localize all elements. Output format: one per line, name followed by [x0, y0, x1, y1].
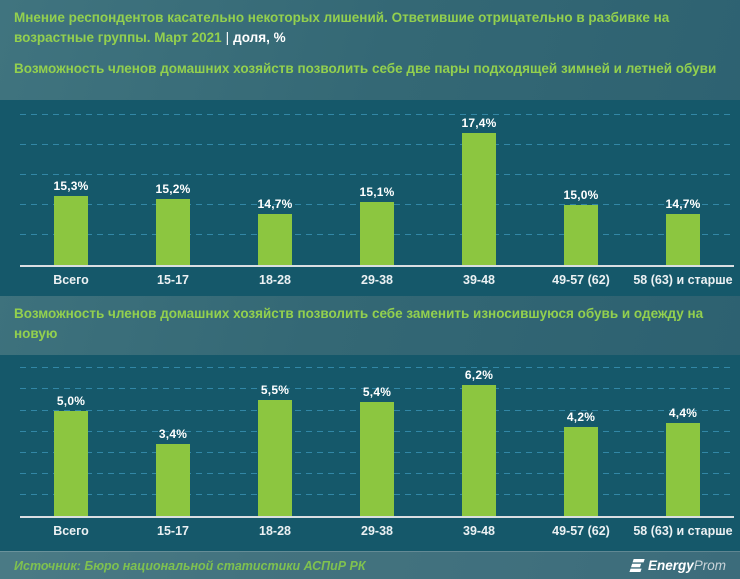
x-axis-label: 49-57 (62) — [552, 273, 610, 287]
page-header: Мнение респондентов касательно некоторых… — [0, 0, 740, 57]
bar-column: 4,2% — [530, 355, 632, 516]
logo-text-light: Prom — [693, 558, 726, 573]
bar — [258, 399, 292, 516]
bar-column: 15,2% — [122, 100, 224, 265]
bar-column: 6,2% — [428, 355, 530, 516]
bar-column: 17,4% — [428, 100, 530, 265]
bar-value-label: 6,2% — [464, 368, 494, 383]
bar-value-label: 15,3% — [53, 179, 89, 194]
bar — [156, 199, 190, 265]
bar-column: 5,5% — [224, 355, 326, 516]
chart-section-replace-worn-clothes: Возможность членов домашних хозяйств поз… — [0, 296, 740, 551]
title-unit: доля, % — [233, 30, 286, 46]
bar — [564, 427, 598, 516]
page-title: Мнение респондентов касательно некоторых… — [14, 8, 726, 49]
bar-column: 4,4% — [632, 355, 734, 516]
bar-column: 15,0% — [530, 100, 632, 265]
title-separator: | — [225, 30, 230, 46]
bar — [360, 402, 394, 516]
bar-value-label: 14,7% — [665, 197, 701, 211]
gridline — [20, 114, 734, 115]
bar — [666, 423, 700, 516]
chart1-x-axis-line — [20, 265, 734, 267]
source-note: Источник: Бюро национальной статистики А… — [14, 558, 366, 573]
bar-column: 5,0% — [20, 355, 122, 516]
bar — [462, 385, 496, 516]
x-axis-label: 49-57 (62) — [552, 524, 610, 538]
bar-value-label: 17,4% — [461, 116, 497, 130]
bars-row: 15,3% 15,2% 14,7% 15,1% 17,4% 15,0% 14,7% — [20, 100, 734, 265]
bar-column: 3,4% — [122, 355, 224, 516]
logo-text: EnergyProm — [648, 558, 726, 573]
bar — [564, 205, 598, 265]
bar — [666, 214, 700, 265]
bar — [54, 196, 88, 265]
bar-column: 15,3% — [20, 100, 122, 265]
energyprom-e-icon — [629, 559, 645, 573]
x-axis-label: 29-38 — [361, 524, 393, 538]
chart-section-winter-summer-shoes: Возможность членов домашних хозяйств поз… — [0, 57, 740, 296]
chart2-x-axis-labels: Всего 15-17 18-28 29-38 39-48 49-57 (62) 58 (6… — [20, 518, 734, 538]
bars-row: 5,0% 3,4% 5,5% 5,4% 6,2% 4,2% 4,4% — [20, 355, 734, 516]
title-text: Мнение респондентов касательно некоторых… — [14, 10, 670, 46]
bar-value-label: 4,4% — [668, 406, 698, 421]
chart1-x-axis-labels: Всего 15-17 18-28 29-38 39-48 49-57 (62) 58 (6… — [20, 267, 734, 287]
chart2-subtitle-band: Возможность членов домашних хозяйств поз… — [0, 296, 740, 355]
x-axis-label: 15-17 — [157, 273, 189, 287]
bar-value-label: 4,2% — [566, 410, 596, 425]
x-axis-label: 58 (63) и старше — [633, 524, 733, 538]
bar-value-label: 5,0% — [56, 393, 86, 408]
x-axis-label: 39-48 — [463, 524, 495, 538]
bar-value-label: 5,5% — [260, 382, 290, 397]
x-axis-label: Всего — [53, 273, 89, 287]
x-axis-label: 29-38 — [361, 273, 393, 287]
chart1-subtitle: Возможность членов домашних хозяйств поз… — [14, 61, 717, 76]
bar — [462, 133, 496, 265]
gridline — [20, 174, 734, 175]
chart2-plot-area: 5,0% 3,4% 5,5% 5,4% 6,2% 4,2% 4,4% — [20, 355, 734, 516]
bar-value-label: 14,7% — [257, 197, 293, 211]
gridline — [20, 144, 734, 145]
x-axis-label: 15-17 — [157, 524, 189, 538]
gridline — [20, 388, 734, 390]
chart1-plot-wrap: 15,3% 15,2% 14,7% 15,1% 17,4% 15,0% 14,7% Всег… — [0, 100, 740, 296]
chart2-subtitle: Возможность членов домашних хозяйств поз… — [14, 306, 704, 341]
bar-column: 14,7% — [632, 100, 734, 265]
bar-column: 14,7% — [224, 100, 326, 265]
page-footer: Источник: Бюро национальной статистики А… — [0, 551, 740, 579]
x-axis-label: 18-28 — [259, 273, 291, 287]
bar-value-label: 15,2% — [155, 182, 191, 196]
x-axis-label: Всего — [53, 524, 89, 538]
bar-value-label: 15,0% — [563, 188, 599, 202]
bar-column: 5,4% — [326, 355, 428, 516]
chart2-plot-wrap: 5,0% 3,4% 5,5% 5,4% 6,2% 4,2% 4,4% Всего 15-17 1… — [0, 355, 740, 551]
bar-value-label: 3,4% — [158, 427, 188, 442]
bar — [258, 214, 292, 265]
bar — [360, 202, 394, 265]
x-axis-label: 58 (63) и старше — [633, 273, 733, 287]
bar-column: 15,1% — [326, 100, 428, 265]
logo-text-bold: Energy — [647, 558, 694, 573]
chart1-subtitle-band: Возможность членов домашних хозяйств поз… — [0, 57, 740, 100]
chart2-x-axis-line — [20, 516, 734, 518]
bar — [156, 444, 190, 516]
energyprom-logo: EnergyProm — [629, 558, 726, 573]
gridline — [20, 367, 734, 369]
x-axis-label: 39-48 — [463, 273, 495, 287]
x-axis-label: 18-28 — [259, 524, 291, 538]
chart1-plot-area: 15,3% 15,2% 14,7% 15,1% 17,4% 15,0% 14,7% — [20, 100, 734, 265]
bar — [54, 410, 88, 516]
bar-value-label: 15,1% — [359, 185, 395, 199]
bar-value-label: 5,4% — [362, 385, 392, 400]
